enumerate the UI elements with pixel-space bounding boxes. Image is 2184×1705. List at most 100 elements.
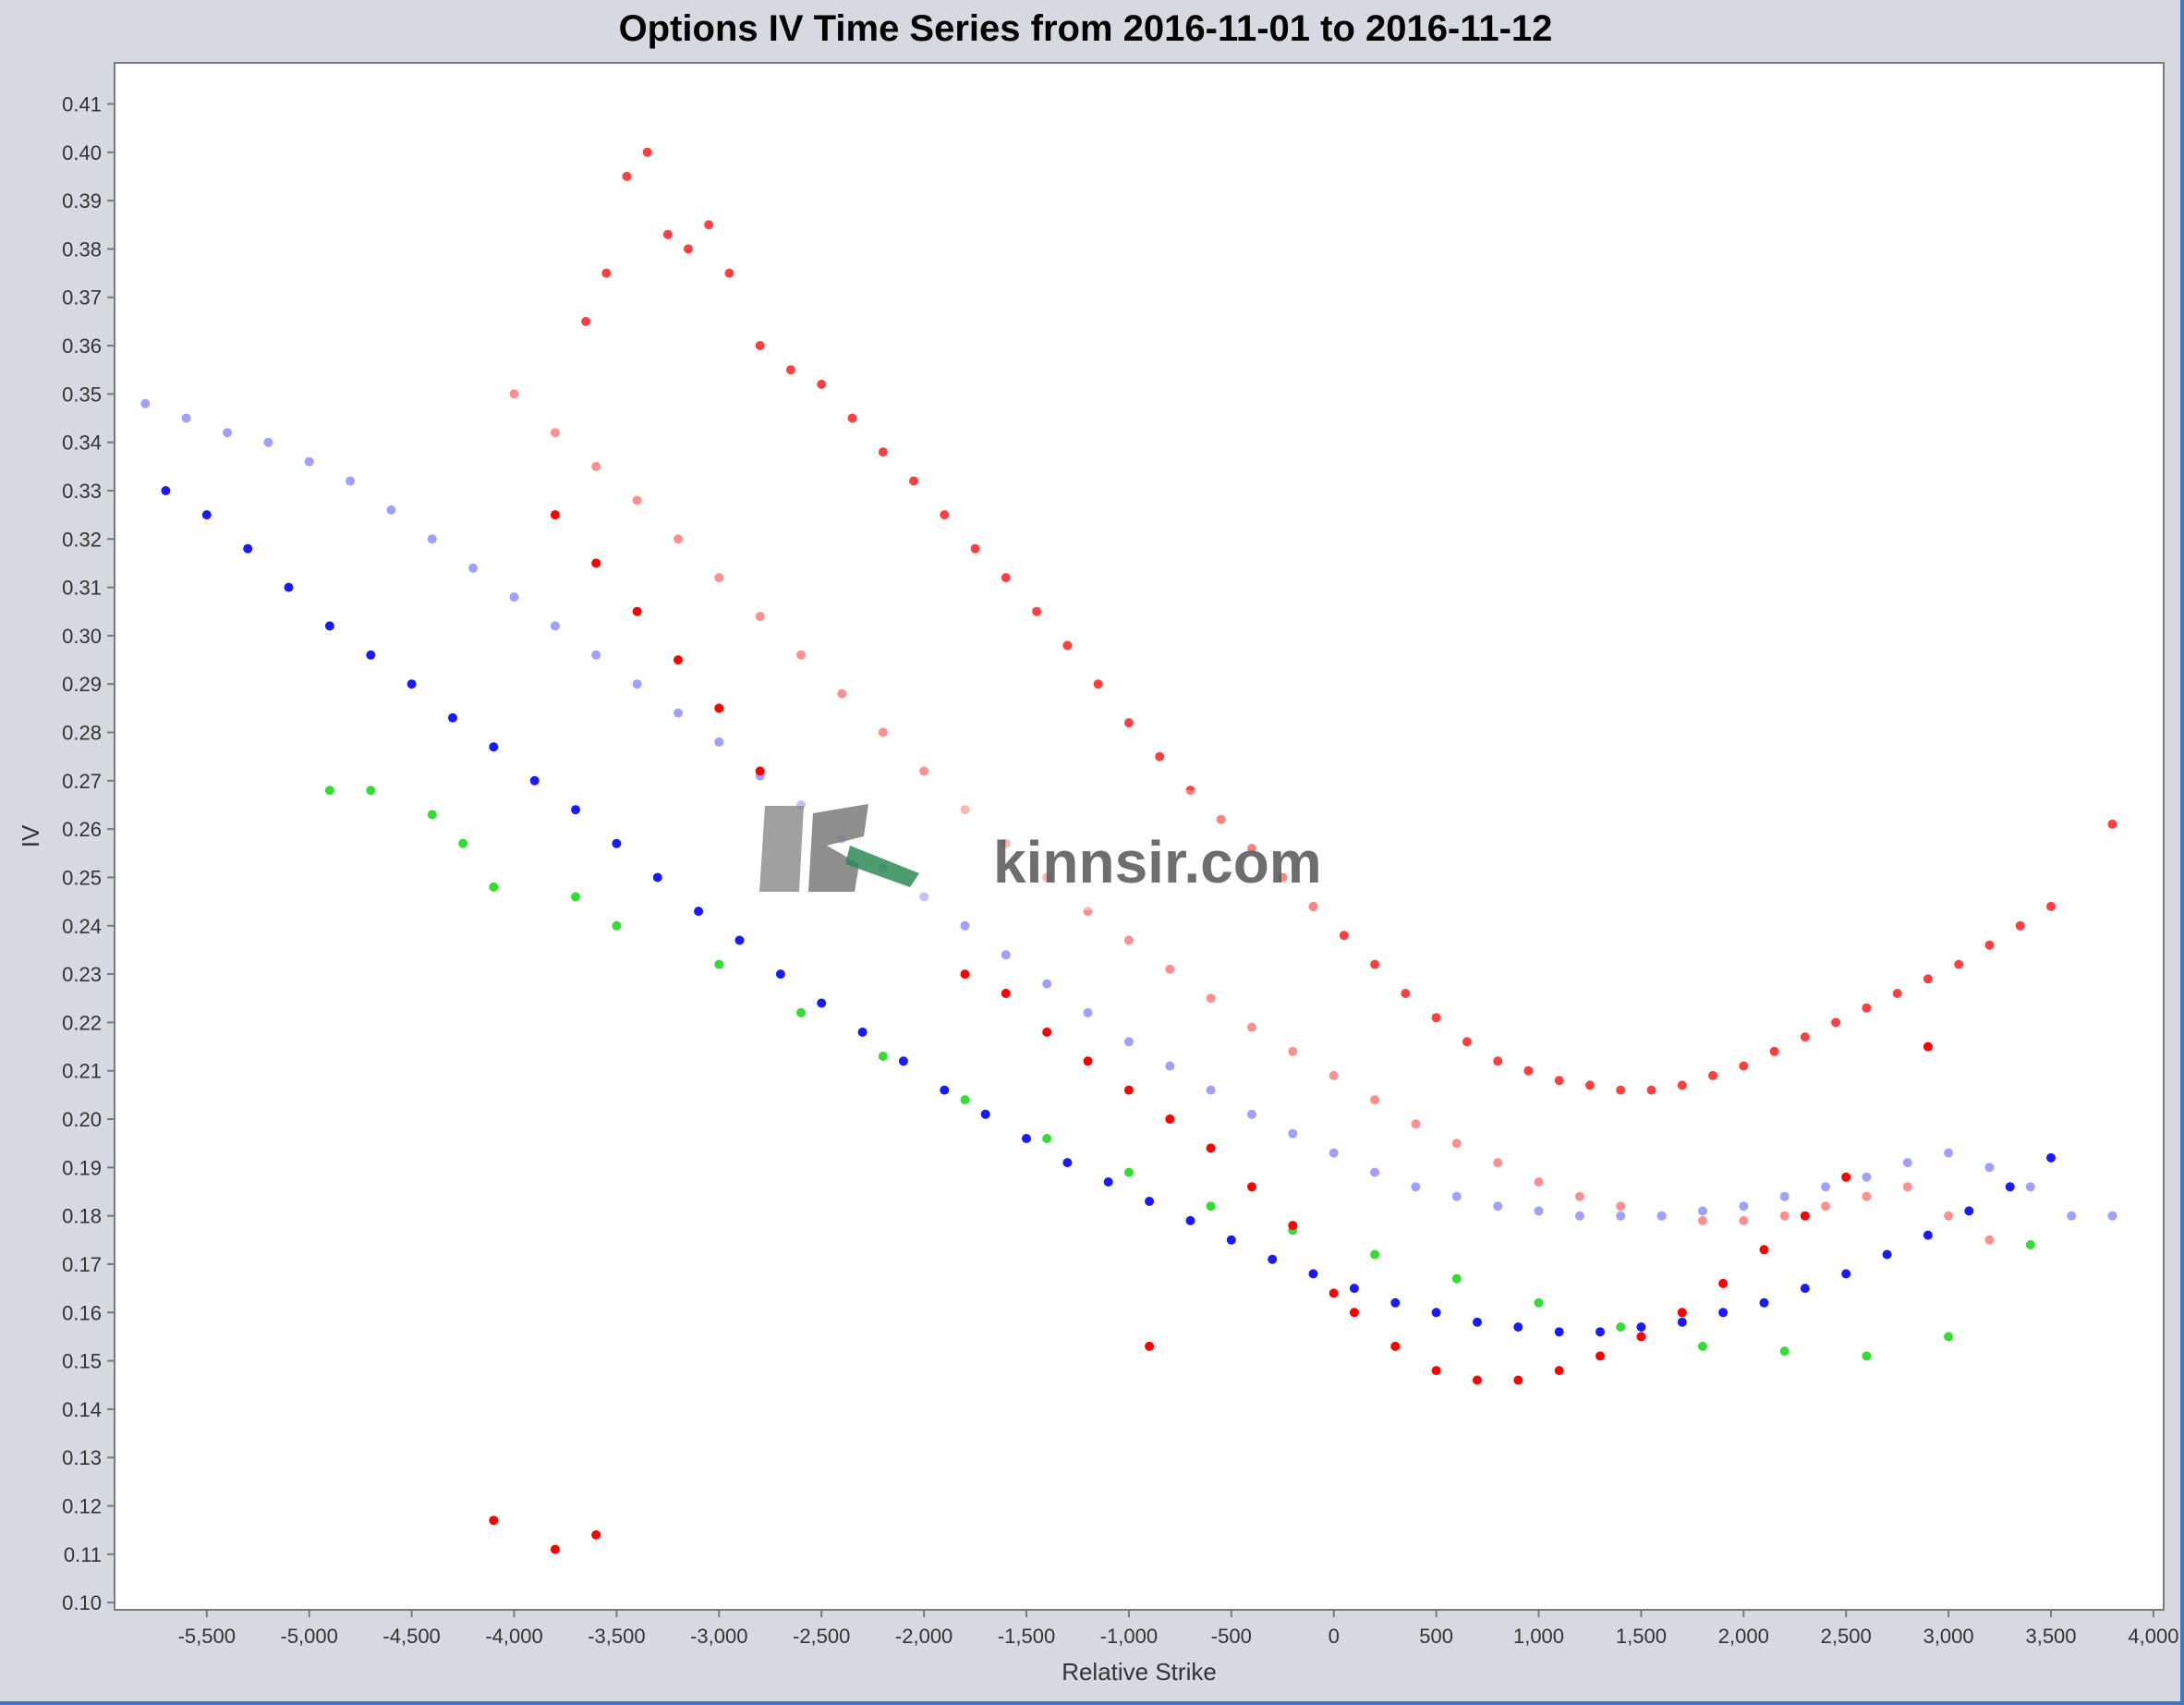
data-point — [878, 447, 888, 457]
data-point — [1247, 1022, 1256, 1032]
data-point — [223, 428, 232, 438]
data-point — [489, 1516, 499, 1526]
data-point — [1288, 1046, 1298, 1056]
data-point — [1636, 1332, 1646, 1342]
y-tick-label: 0.24 — [62, 915, 102, 938]
data-point — [550, 428, 560, 438]
data-point — [898, 1056, 908, 1066]
data-point — [1370, 1167, 1380, 1177]
data-point — [642, 147, 652, 157]
data-point — [1892, 989, 1902, 998]
data-point — [1083, 1056, 1093, 1066]
x-tick-label: 500 — [1419, 1625, 1453, 1648]
y-tick-label: 0.40 — [62, 141, 102, 164]
data-point — [919, 766, 929, 776]
data-point — [796, 650, 806, 660]
data-point — [1596, 1327, 1605, 1337]
data-point — [1656, 1211, 1667, 1221]
data-point — [1185, 786, 1195, 796]
x-tick-label: -4,500 — [382, 1625, 440, 1648]
data-point — [263, 437, 273, 447]
data-point — [1349, 1308, 1359, 1318]
data-point — [1288, 1128, 1298, 1139]
data-point — [571, 892, 580, 902]
data-point — [1451, 1139, 1462, 1149]
data-point — [1268, 1254, 1278, 1264]
data-point — [1001, 573, 1011, 583]
data-point — [1165, 1114, 1175, 1124]
y-tick-label: 0.39 — [62, 189, 102, 213]
data-point — [857, 1027, 868, 1037]
data-point — [755, 612, 765, 621]
data-point — [1902, 1158, 1912, 1168]
y-axis: 0.10 0.11 0.12 0.13 0.14 0.15 0.16 0.17 0.18 0.19… — [62, 92, 115, 1614]
data-point — [2067, 1211, 2077, 1221]
data-point — [847, 413, 857, 423]
data-point — [1329, 1148, 1339, 1158]
data-point — [1401, 989, 1411, 998]
data-point — [591, 558, 601, 568]
watermark-text: kinnsir.com — [993, 829, 1322, 895]
data-point — [1923, 974, 1933, 984]
y-tick-label: 0.25 — [62, 866, 102, 889]
y-tick-label: 0.13 — [62, 1446, 102, 1469]
x-tick-label: 1,000 — [1513, 1625, 1564, 1648]
data-point — [458, 838, 468, 848]
x-tick-label: -3,500 — [588, 1625, 645, 1648]
data-point — [755, 766, 765, 776]
y-tick-label: 0.33 — [62, 480, 102, 503]
data-point — [1779, 1346, 1790, 1357]
data-point — [1473, 1375, 1482, 1385]
plot-area — [114, 62, 2165, 1611]
y-tick-label: 0.11 — [64, 1543, 102, 1566]
data-point — [2015, 920, 2025, 931]
data-point — [1165, 1061, 1175, 1071]
data-point — [796, 1007, 806, 1017]
data-point — [1616, 1085, 1626, 1095]
data-point — [324, 786, 334, 796]
data-point — [1042, 1134, 1052, 1143]
x-tick-label: -1,500 — [998, 1625, 1055, 1648]
x-axis: -5,500 -5,000 -4,500 -4,000 -3,500 -3,000 -2,5… — [178, 1610, 2178, 1648]
watermark-logo-right-stroke — [808, 804, 868, 892]
x-tick-label: -5,000 — [281, 1625, 338, 1648]
data-point — [1698, 1206, 1707, 1216]
points-layer — [140, 147, 2117, 1554]
data-point — [2046, 1152, 2056, 1163]
data-point — [591, 1529, 601, 1540]
data-point — [1554, 1327, 1564, 1337]
data-point — [1216, 814, 1226, 824]
data-point — [1513, 1375, 1523, 1385]
data-point — [2025, 1182, 2035, 1192]
data-point — [1329, 1288, 1339, 1298]
data-point — [1329, 1070, 1339, 1080]
y-tick-label: 0.37 — [62, 286, 102, 310]
data-point — [1001, 989, 1011, 998]
data-point — [1841, 1172, 1851, 1182]
x-tick-label: 2,500 — [1821, 1625, 1872, 1648]
data-point — [1739, 1061, 1749, 1071]
data-point — [1206, 1085, 1216, 1095]
watermark: kinnsir.com — [750, 790, 1378, 910]
data-point — [1123, 1167, 1134, 1177]
data-point — [2025, 1240, 2035, 1249]
data-point — [1206, 993, 1216, 1004]
data-point — [1739, 1201, 1749, 1212]
data-point — [2107, 1211, 2117, 1221]
data-point — [1431, 1366, 1441, 1376]
watermark-logo-left-stroke — [759, 806, 804, 892]
data-point — [1042, 872, 1052, 883]
data-point — [817, 998, 827, 1008]
y-tick-label: 0.22 — [62, 1011, 102, 1034]
y-axis-title: IV — [17, 824, 44, 847]
data-point — [1022, 1134, 1031, 1143]
data-point — [1800, 1032, 1810, 1042]
data-point — [1554, 1366, 1564, 1376]
data-point — [970, 543, 980, 554]
data-point — [1862, 1351, 1872, 1361]
y-tick-label: 0.34 — [62, 432, 102, 455]
data-point — [591, 461, 601, 471]
data-point — [406, 679, 417, 689]
data-point — [2005, 1182, 2015, 1192]
